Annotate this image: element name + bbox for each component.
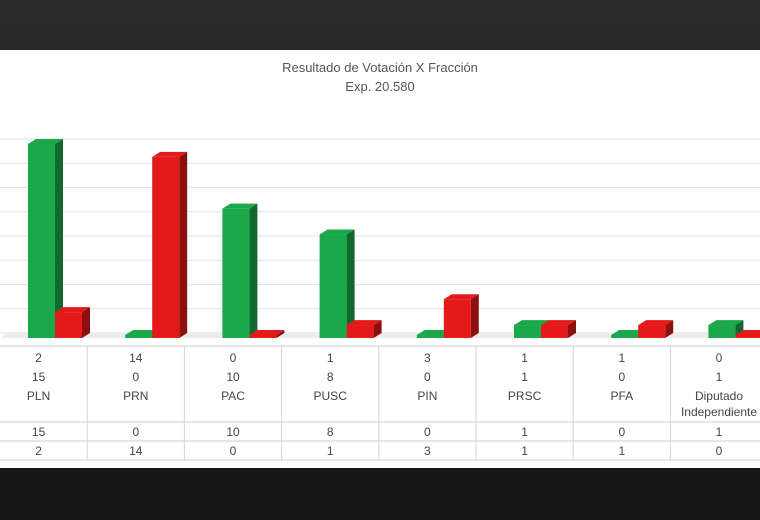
table-cell: 0 <box>132 425 139 439</box>
table-cell: 1 <box>521 351 528 365</box>
category-label: Independiente <box>681 405 757 419</box>
bar <box>55 312 82 338</box>
bar-side <box>179 151 188 338</box>
bar-top <box>541 320 576 326</box>
table-cell: 2 <box>35 351 42 365</box>
bar-side <box>82 307 90 338</box>
table-cell: 3 <box>424 444 431 458</box>
category-label: PLN <box>27 389 50 403</box>
table-cell: 0 <box>716 351 723 365</box>
table-cell: 14 <box>129 351 143 365</box>
table-cell: 0 <box>424 425 431 439</box>
table-cell: 8 <box>327 370 334 384</box>
bar <box>735 335 760 338</box>
category-label: PAC <box>221 389 245 403</box>
table-cell: 0 <box>424 370 431 384</box>
category-label: PRSC <box>508 389 542 403</box>
table-cell: 15 <box>32 370 46 384</box>
table-cell: 1 <box>716 425 723 439</box>
bar-top <box>416 330 452 335</box>
table-cell: 1 <box>327 351 334 365</box>
chart-panel: Resultado de Votación X Fracción Exp. 20… <box>0 50 760 468</box>
table-cell: 1 <box>521 425 528 439</box>
bar-top <box>638 320 674 326</box>
table-cell: 14 <box>129 444 143 458</box>
table-cell: 0 <box>230 444 237 458</box>
bar <box>346 325 374 338</box>
table-cell: 15 <box>32 425 46 439</box>
table-cell: 8 <box>327 425 334 439</box>
table-cell: 1 <box>521 370 528 384</box>
bar <box>249 335 277 338</box>
bar-top <box>28 139 63 144</box>
table-cell: 1 <box>327 444 334 458</box>
bar <box>443 299 471 338</box>
chart-title: Resultado de Votación X Fracción <box>282 60 478 75</box>
table-cell: 1 <box>521 444 528 458</box>
bar-top <box>611 330 647 335</box>
bar-top <box>443 294 479 300</box>
table-cell: 1 <box>618 444 625 458</box>
bar-top <box>735 330 760 335</box>
bar-top <box>55 307 90 313</box>
table-cell: 0 <box>716 444 723 458</box>
bar <box>222 208 250 338</box>
table-cell: 3 <box>424 351 431 365</box>
table-cell: 10 <box>226 425 240 439</box>
bar-top <box>514 320 549 326</box>
bar-top <box>152 151 188 157</box>
table-cell: 0 <box>132 370 139 384</box>
bar <box>514 325 541 338</box>
category-label: PUSC <box>314 389 348 403</box>
bar-top <box>125 330 161 335</box>
bar-side <box>568 320 576 338</box>
table-cell: 1 <box>716 370 723 384</box>
table-cell: 2 <box>35 444 42 458</box>
bar-top <box>346 320 382 326</box>
table-cell: 0 <box>618 425 625 439</box>
table-cell: 0 <box>230 351 237 365</box>
category-label: PRN <box>123 389 148 403</box>
bar-side <box>470 294 479 338</box>
bar-side <box>665 320 674 338</box>
bar-chart: 215PLN152140PRN014010PAC10018PUSC8130PIN… <box>0 138 760 461</box>
bar <box>541 325 568 338</box>
bar-top <box>222 203 258 209</box>
bar-top <box>319 229 355 235</box>
bar <box>638 325 666 338</box>
table-cell: 1 <box>618 351 625 365</box>
bar-side <box>373 320 382 338</box>
bar <box>125 335 153 338</box>
bar <box>708 325 736 338</box>
bar-top <box>708 320 744 326</box>
category-label: Diputado <box>695 389 743 403</box>
bar-side <box>249 203 258 338</box>
bar-side <box>55 139 63 338</box>
bar <box>28 144 55 338</box>
bar-side <box>276 330 285 338</box>
bar <box>152 156 180 338</box>
bar <box>319 234 347 338</box>
category-label: PFA <box>610 389 633 403</box>
bar <box>611 335 639 338</box>
chart-subtitle: Exp. 20.580 <box>345 79 415 94</box>
bar <box>416 335 444 338</box>
bar-top <box>249 330 285 335</box>
category-label: PIN <box>417 389 437 403</box>
table-cell: 10 <box>226 370 240 384</box>
table-cell: 0 <box>618 370 625 384</box>
bar-side <box>346 229 355 338</box>
